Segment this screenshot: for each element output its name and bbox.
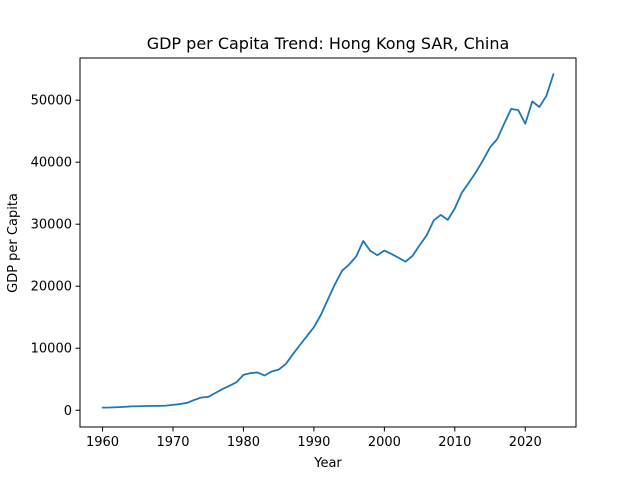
y-axis-label: GDP per Capita: [6, 193, 21, 293]
y-tick-label: 20000: [31, 280, 72, 295]
x-tick-label: 2010: [438, 435, 471, 450]
x-tick-label: 2000: [368, 435, 401, 450]
y-tick-label: 40000: [31, 156, 72, 171]
x-axis-label: Year: [313, 456, 342, 471]
chart-title: GDP per Capita Trend: Hong Kong SAR, Chi…: [147, 34, 510, 53]
x-tick-label: 1990: [297, 435, 330, 450]
x-tick-label: 2020: [509, 435, 542, 450]
x-tick-label: 1960: [86, 435, 119, 450]
y-tick-label: 50000: [31, 94, 72, 109]
x-tick-label: 1970: [156, 435, 189, 450]
x-axis: 1960 1970 1980 1990 2000 2010 2020: [86, 427, 542, 450]
plot-area-frame: [79, 57, 577, 428]
y-tick-label: 0: [64, 404, 72, 419]
y-axis: 0 10000 20000 30000 40000 50000: [31, 94, 80, 419]
y-tick-label: 10000: [31, 342, 72, 357]
y-tick-label: 30000: [31, 218, 72, 233]
x-tick-label: 1980: [227, 435, 260, 450]
gdp-series-line: [101, 73, 555, 409]
